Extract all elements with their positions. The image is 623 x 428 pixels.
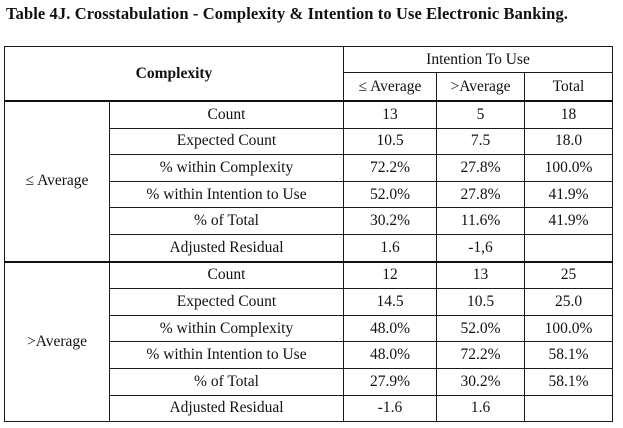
table-cell: 13 (343, 99, 437, 129)
table-cell: 41.9% (524, 180, 613, 209)
table-cell: 48.0% (343, 341, 437, 369)
table-cell: 48.0% (343, 314, 437, 343)
table-cell: 11.6% (436, 207, 525, 235)
statistic-label: % within Complexity (109, 154, 344, 182)
table-cell: 13 (436, 260, 525, 290)
statistic-label: Count (109, 260, 344, 290)
table-cell: 27.9% (343, 367, 437, 396)
statistic-label: % of Total (109, 207, 344, 235)
table-cell (524, 394, 613, 423)
table-cell: 52.0% (436, 314, 525, 343)
group-label: ≤ Average (4, 100, 110, 263)
table-cell: 1.6 (343, 233, 437, 263)
table-cell: 72.2% (436, 341, 525, 369)
table-cell: 18.0 (524, 127, 613, 156)
table-caption: Table 4J. Crosstabulation - Complexity &… (6, 4, 569, 23)
table-cell: 27.8% (436, 154, 525, 182)
crosstab-table: Complexity Intention To Use ≤ Average >A… (4, 46, 613, 423)
table-cell: -1.6 (343, 394, 437, 423)
statistic-label: % within Intention to Use (109, 180, 344, 209)
table-cell: 30.2% (343, 207, 437, 235)
table-cell: 30.2% (436, 367, 525, 396)
table-row: % within Complexity 72.2% 27.8% 100.0% (5, 154, 613, 182)
table-cell: 27.8% (436, 180, 525, 209)
table-row: % within Intention to Use 52.0% 27.8% 41.9% (5, 180, 613, 209)
table-row: Adjusted Residual 1.6 -1,6 (5, 233, 613, 263)
table-cell: 72.2% (343, 154, 437, 182)
table-row: Adjusted Residual -1.6 1.6 (5, 394, 613, 423)
statistic-label: Adjusted Residual (109, 233, 344, 263)
statistic-label: Expected Count (109, 127, 344, 156)
column-header: >Average (436, 72, 525, 102)
table-cell: 100.0% (524, 314, 613, 343)
table-cell: 100.0% (524, 154, 613, 182)
table-cell: 41.9% (524, 207, 613, 235)
table-cell: 10.5 (436, 288, 525, 316)
table-cell: 52.0% (343, 180, 437, 209)
table-row: % of Total 27.9% 30.2% 58.1% (5, 367, 613, 396)
table-cell: 12 (343, 260, 437, 290)
column-variable-header: Intention To Use (343, 46, 613, 73)
table-row: >Average Count 12 13 25 (4, 260, 613, 423)
row-variable-header: Complexity (4, 46, 344, 102)
table-cell: 10.5 (343, 127, 437, 156)
statistic-label: % of Total (109, 367, 344, 396)
table-cell: 7.5 (436, 127, 525, 156)
statistic-label: % within Complexity (109, 314, 344, 343)
column-header: Total (524, 72, 613, 102)
table-cell: -1,6 (436, 233, 525, 263)
table-cell: 25.0 (524, 288, 613, 316)
table-cell: 58.1% (524, 367, 613, 396)
statistic-label: % within Intention to Use (109, 341, 344, 369)
table-row: ≤ Average Count 13 5 18 (4, 99, 613, 263)
statistic-label: Adjusted Residual (109, 394, 344, 423)
table-cell: 58.1% (524, 341, 613, 369)
table-row: Expected Count 10.5 7.5 18.0 (5, 127, 613, 156)
table-cell (524, 233, 613, 263)
statistic-label: Expected Count (109, 288, 344, 316)
column-header: ≤ Average (343, 72, 437, 102)
table-row: % of Total 30.2% 11.6% 41.9% (5, 207, 613, 235)
table-cell: 5 (436, 99, 525, 129)
table-cell: 1.6 (436, 394, 525, 423)
table-row: % within Intention to Use 48.0% 72.2% 58.1% (5, 341, 613, 369)
group-label: >Average (4, 260, 110, 423)
table-row: % within Complexity 48.0% 52.0% 100.0% (5, 314, 613, 343)
table-cell: 25 (524, 260, 613, 290)
statistic-label: Count (109, 99, 344, 129)
table-cell: 18 (524, 99, 613, 129)
table-cell: 14.5 (343, 288, 437, 316)
